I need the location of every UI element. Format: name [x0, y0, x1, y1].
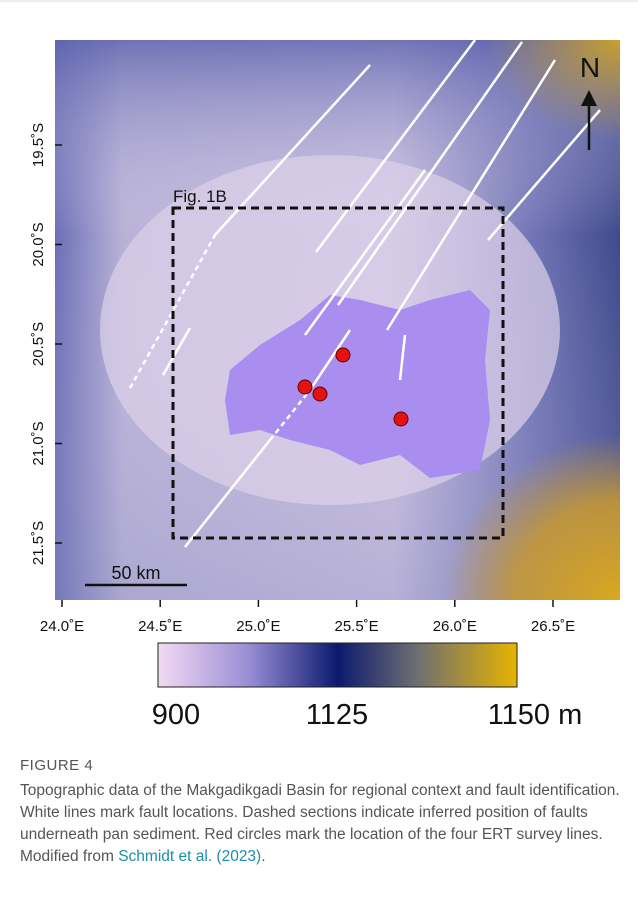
caption-text: Topographic data of the Makgadikgadi Bas… — [20, 782, 620, 865]
caption: Topographic data of the Makgadikgadi Bas… — [20, 780, 620, 868]
x-tick-label: 26.5˚E — [531, 618, 575, 635]
y-tick-label: 20.0˚S — [30, 222, 47, 266]
caption-title: FIGURE 4 — [20, 757, 93, 774]
x-tick-label: 26.0˚E — [433, 618, 477, 635]
scale-label: 50 km — [111, 563, 160, 583]
x-tick-label: 25.0˚E — [236, 618, 280, 635]
inset-label: Fig. 1B — [173, 187, 227, 206]
y-tick-label: 20.5˚S — [30, 322, 47, 366]
y-tick-label: 21.5˚S — [30, 521, 47, 565]
page: {"figure":{ "x_ticks":["24.0˚E","24.5˚E"… — [0, 0, 638, 917]
colorbar-labels: 900 1125 1150 m — [152, 699, 582, 731]
colorbar-label: 1150 m — [488, 699, 583, 731]
figure: Fig. 1B N 50 km 24.0˚E 24.5˚E 25.0˚E 25.5˚E… — [0, 0, 638, 750]
y-tick-label: 19.5˚S — [30, 123, 47, 167]
map: Fig. 1B N 50 km — [55, 40, 620, 600]
x-tick-label: 25.5˚E — [334, 618, 378, 635]
y-tick-label: 21.0˚S — [30, 421, 47, 465]
x-tick-label: 24.5˚E — [138, 618, 182, 635]
north-label: N — [580, 52, 600, 83]
colorbar — [158, 643, 517, 687]
colorbar-label: 900 — [152, 699, 200, 731]
caption-end: . — [261, 848, 265, 865]
citation-link[interactable]: Schmidt et al. (2023) — [118, 848, 261, 865]
x-tick-label: 24.0˚E — [40, 618, 84, 635]
colorbar-label: 1125 — [306, 699, 368, 731]
